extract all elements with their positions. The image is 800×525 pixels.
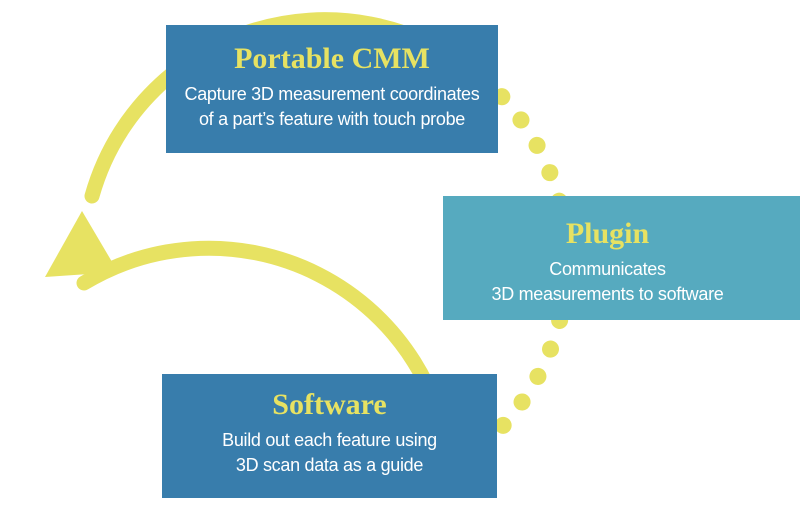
step-box-portable-cmm: Portable CMM Capture 3D measurement coor… xyxy=(166,25,498,153)
dotted-arc-right-icon xyxy=(456,67,576,468)
step-title-plugin: Plugin xyxy=(565,217,650,250)
step-desc-line: Build out each feature using xyxy=(222,430,437,450)
step-title-software: Software xyxy=(272,388,387,421)
step-desc-line: Communicates xyxy=(549,259,666,279)
step-desc-line: of a part’s feature with touch probe xyxy=(198,109,466,129)
step-box-plugin: Plugin Communicates 3D measurements to s… xyxy=(443,196,800,320)
up-arrow-icon xyxy=(45,211,118,277)
step-box-software: Software Build out each feature using 3D… xyxy=(162,374,497,498)
step-desc-line: Capture 3D measurement coordinates xyxy=(184,84,480,104)
step-desc-line: 3D scan data as a guide xyxy=(235,455,424,475)
step-desc-line: 3D measurements to software xyxy=(491,284,724,304)
step-title-portable-cmm: Portable CMM xyxy=(234,42,430,75)
